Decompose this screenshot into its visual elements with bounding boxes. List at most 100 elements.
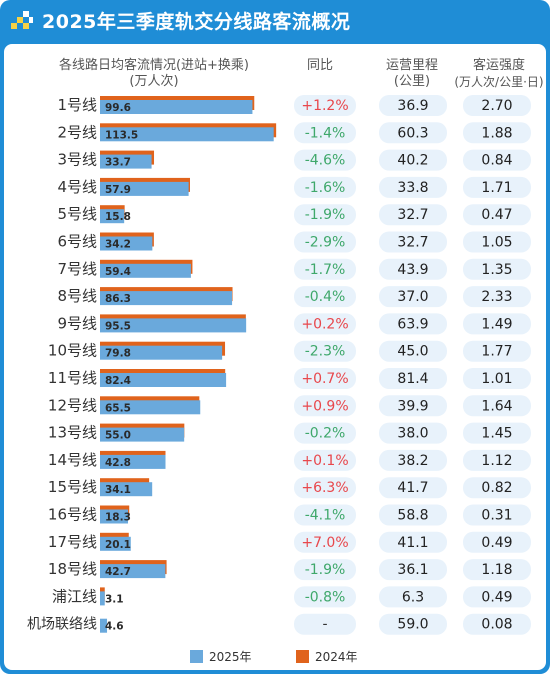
change-pill bbox=[294, 149, 356, 171]
category-label: 5号线 bbox=[57, 205, 97, 223]
logo-icon bbox=[11, 11, 33, 29]
mileage-header-unit: (公里) bbox=[393, 74, 431, 89]
change-value: +6.3% bbox=[301, 480, 348, 496]
bar-value-label: 3.1 bbox=[105, 593, 124, 605]
category-label: 16号线 bbox=[48, 506, 97, 524]
bar-2025 bbox=[100, 591, 105, 606]
intensity-value: 1.88 bbox=[481, 125, 512, 141]
bar-2025 bbox=[100, 263, 191, 278]
bar-value-label: 42.7 bbox=[105, 566, 131, 578]
intensity-value: 1.01 bbox=[481, 371, 512, 387]
page-title: 2025年三季度轨交分线路客流概况 bbox=[42, 11, 351, 33]
content-panel: 各线路日均客流情况(进站+换乘) (万人次) 同比 运营里程 (公里) 客运强度… bbox=[4, 44, 546, 670]
bar-value-label: 20.1 bbox=[105, 539, 131, 551]
mileage-pill bbox=[379, 313, 447, 335]
intensity-pill bbox=[463, 504, 531, 526]
mileage-pill bbox=[379, 149, 447, 171]
bar-value-label: 33.7 bbox=[105, 157, 131, 169]
intensity-header-unit: (万人次/公里·日) bbox=[454, 75, 544, 89]
mileage-value: 38.2 bbox=[397, 453, 428, 469]
mileage-value: 39.9 bbox=[397, 398, 428, 414]
mileage-header-title: 运营里程 bbox=[385, 58, 438, 73]
mileage-value: 32.7 bbox=[397, 207, 428, 223]
intensity-pill bbox=[463, 122, 531, 144]
category-label: 4号线 bbox=[57, 178, 97, 196]
mileage-pill bbox=[379, 504, 447, 526]
intensity-pill bbox=[463, 368, 531, 389]
mileage-pill bbox=[379, 422, 447, 444]
category-label: 6号线 bbox=[57, 233, 97, 251]
mileage-pill bbox=[379, 613, 447, 635]
category-label: 15号线 bbox=[48, 478, 97, 496]
intensity-value: 1.49 bbox=[481, 316, 512, 332]
change-pill bbox=[294, 504, 356, 526]
change-pill bbox=[294, 449, 356, 471]
intensity-pill bbox=[463, 176, 531, 198]
mileage-pill bbox=[379, 258, 447, 280]
change-value: -0.2% bbox=[305, 426, 346, 442]
bar-value-label: 99.6 bbox=[105, 102, 131, 114]
bar-2025 bbox=[100, 127, 274, 142]
change-value: -0.4% bbox=[305, 289, 346, 305]
change-value: -1.6% bbox=[305, 180, 346, 196]
change-value: -1.4% bbox=[305, 125, 346, 141]
mileage-value: 36.1 bbox=[397, 562, 428, 578]
bar-2025 bbox=[100, 345, 223, 360]
intensity-value: 0.84 bbox=[481, 153, 512, 169]
category-label: 14号线 bbox=[48, 451, 97, 469]
intensity-pill bbox=[463, 559, 531, 581]
change-value: -2.3% bbox=[305, 344, 346, 360]
change-pill bbox=[294, 340, 356, 362]
bar-2025 bbox=[100, 154, 152, 169]
intensity-value: 0.49 bbox=[481, 589, 512, 605]
change-value: -0.8% bbox=[305, 589, 346, 605]
intensity-value: 1.64 bbox=[481, 398, 512, 414]
bar-value-label: 82.4 bbox=[105, 375, 131, 387]
mileage-value: 58.8 bbox=[397, 508, 428, 524]
change-pill bbox=[294, 613, 356, 635]
mileage-value: 37.0 bbox=[397, 289, 428, 305]
intensity-pill bbox=[463, 531, 531, 553]
intensity-pill bbox=[463, 449, 531, 471]
category-label: 2号线 bbox=[57, 123, 97, 141]
change-pill bbox=[294, 95, 356, 116]
change-value: -4.1% bbox=[305, 508, 346, 524]
mileage-pill bbox=[379, 231, 447, 253]
category-label: 1号线 bbox=[57, 96, 97, 114]
intensity-pill bbox=[463, 95, 531, 116]
bar-2025 bbox=[100, 427, 185, 442]
change-value: +0.7% bbox=[301, 371, 348, 387]
bar-2025 bbox=[100, 291, 233, 306]
flow-header-title: 各线路日均客流情况(进站+换乘) bbox=[58, 58, 250, 73]
change-pill bbox=[294, 422, 356, 444]
bar-2025 bbox=[100, 400, 201, 415]
bar-2025 bbox=[100, 618, 108, 633]
change-value: -1.9% bbox=[305, 207, 346, 223]
mileage-value: 40.2 bbox=[397, 153, 428, 169]
intensity-value: 0.47 bbox=[481, 207, 512, 223]
intensity-value: 1.71 bbox=[481, 180, 512, 196]
intensity-pill bbox=[463, 340, 531, 362]
mileage-pill bbox=[379, 395, 447, 417]
bar-value-label: 79.8 bbox=[105, 348, 131, 360]
bar-value-label: 55.0 bbox=[105, 430, 131, 442]
mileage-pill bbox=[379, 449, 447, 471]
bar-value-label: 15.8 bbox=[105, 211, 131, 223]
bar-value-label: 65.5 bbox=[105, 402, 131, 414]
change-value: +7.0% bbox=[301, 535, 348, 551]
change-pill bbox=[294, 477, 356, 499]
legend-label-2024: 2024年 bbox=[315, 650, 358, 664]
intensity-header-title: 客运强度 bbox=[472, 58, 525, 73]
mileage-pill bbox=[379, 477, 447, 499]
bar-value-label: 113.5 bbox=[105, 129, 138, 141]
mileage-value: 38.0 bbox=[397, 426, 428, 442]
mileage-value: 6.3 bbox=[402, 589, 424, 605]
change-pill bbox=[294, 258, 356, 280]
bar-2025 bbox=[100, 318, 247, 333]
category-label: 3号线 bbox=[57, 151, 97, 169]
intensity-value: 0.49 bbox=[481, 535, 512, 551]
header-bar: 2025年三季度轨交分线路客流概况 bbox=[0, 0, 550, 42]
bar-value-label: 95.5 bbox=[105, 320, 131, 332]
mileage-value: 81.4 bbox=[397, 371, 428, 387]
